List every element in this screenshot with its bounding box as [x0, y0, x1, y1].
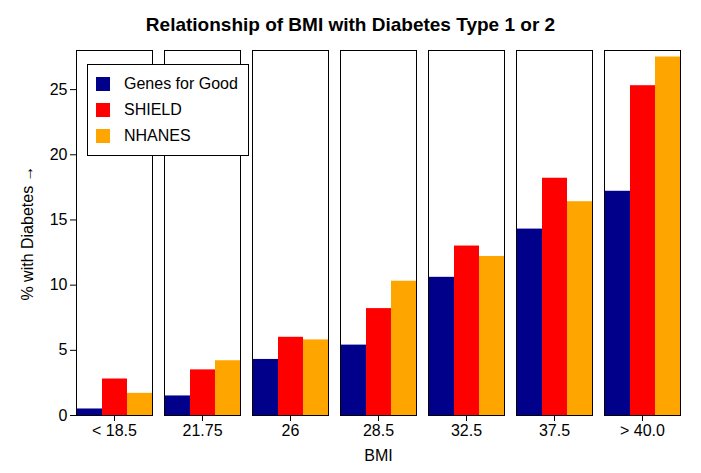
html-text:NHANES: NHANES	[124, 127, 191, 144]
svg-text:25: 25	[50, 81, 68, 98]
svg-text:20: 20	[50, 146, 68, 163]
svg-text:26: 26	[282, 422, 300, 439]
svg-text:> 40.0: > 40.0	[620, 422, 665, 439]
html-text:SHIELD: SHIELD	[124, 101, 182, 118]
svg-text:15: 15	[50, 211, 68, 228]
html-text:Relationship of BMI with Diabe: Relationship of BMI with Diabetes Type 1…	[145, 14, 556, 35]
svg-text:5: 5	[59, 341, 68, 358]
svg-text:21.75: 21.75	[182, 422, 222, 439]
svg-text:32.5: 32.5	[451, 422, 482, 439]
svg-text:10: 10	[50, 276, 68, 293]
html-text:Genes for Good: Genes for Good	[124, 75, 238, 92]
svg-text:28.5: 28.5	[363, 422, 394, 439]
svg-text:% with Diabetes →: % with Diabetes →	[19, 165, 36, 300]
svg-text:0: 0	[59, 407, 68, 424]
svg-text:BMI: BMI	[364, 447, 392, 464]
svg-text:< 18.5: < 18.5	[92, 422, 137, 439]
svg-text:37.5: 37.5	[539, 422, 570, 439]
